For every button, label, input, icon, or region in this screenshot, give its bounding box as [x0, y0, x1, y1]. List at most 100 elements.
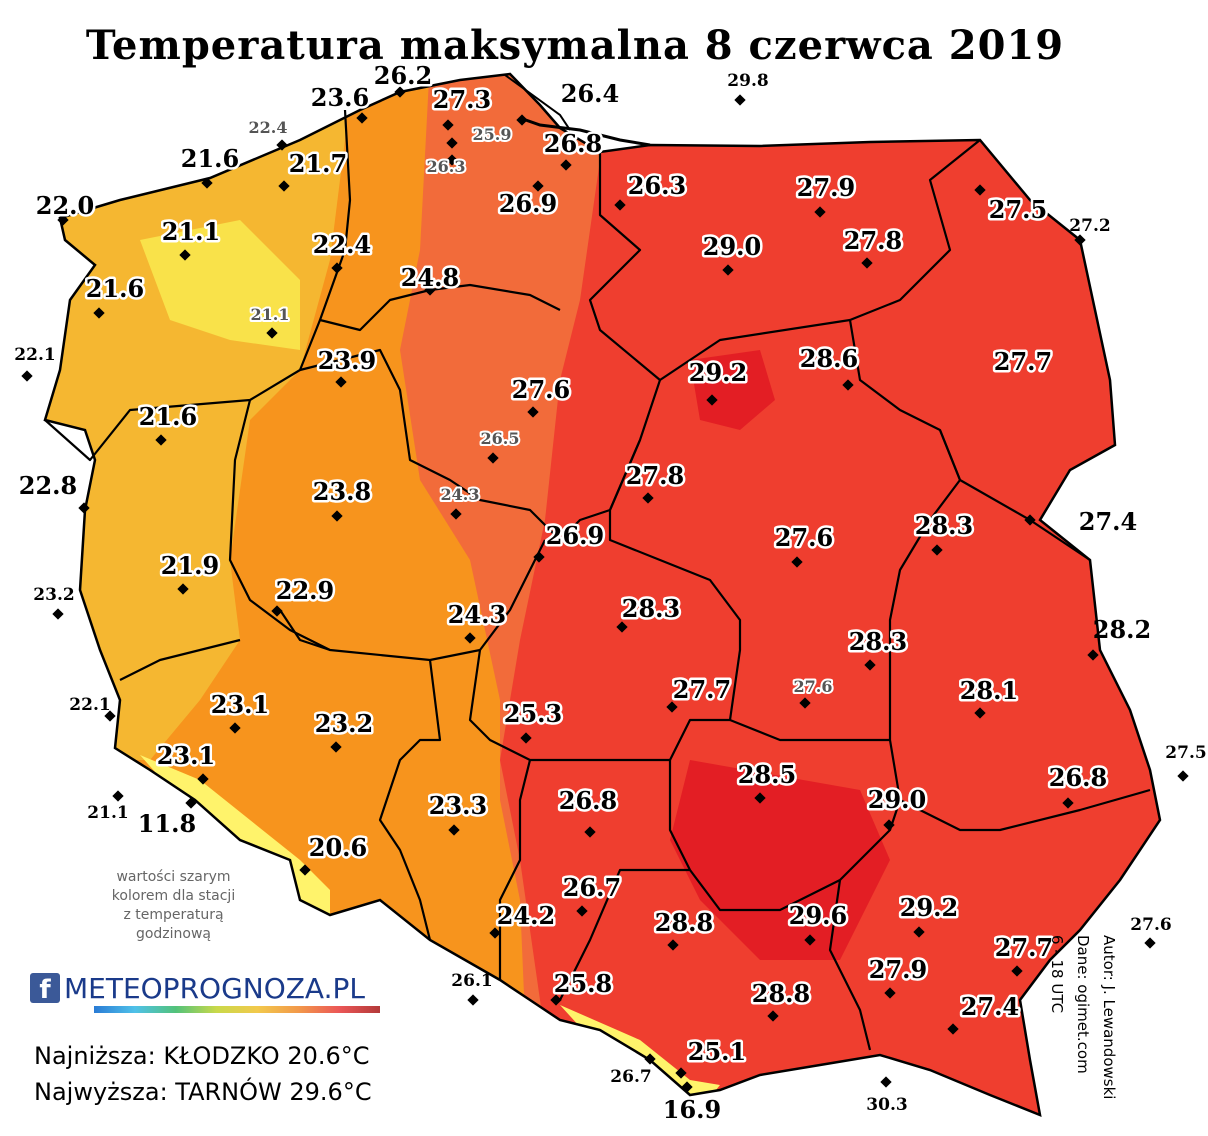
- station-temperature-label: 11.8: [138, 809, 196, 838]
- station-marker: [1062, 797, 1074, 809]
- station-temperature-label: 28.8: [655, 908, 713, 937]
- station-marker: [1024, 514, 1036, 526]
- station-marker: [614, 199, 626, 211]
- credit-time-range: 6 - 18 UTC: [1048, 935, 1066, 1014]
- station-temperature-label: 27.7: [673, 675, 731, 704]
- station-marker: [616, 621, 628, 633]
- station-marker: [667, 939, 679, 951]
- station-temperature-label: 30.3: [866, 1095, 907, 1115]
- station-marker: [864, 659, 876, 671]
- station-marker: [532, 180, 544, 192]
- station-marker: [271, 605, 283, 617]
- station-temperature-label: 26.8: [559, 786, 617, 815]
- station-marker: [1087, 649, 1099, 661]
- station-marker: [913, 926, 925, 938]
- credits: Autor: J. Lewandowski Dane: ogimet.com 6…: [1022, 935, 1142, 1135]
- station-temperature-label: 24.3: [441, 485, 480, 504]
- station-temperature-label: 27.3: [433, 85, 491, 114]
- note-line: wartości szarym: [116, 869, 231, 885]
- station-temperature-label: 26.5: [481, 429, 520, 448]
- station-marker: [754, 792, 766, 804]
- station-marker: [299, 864, 311, 876]
- station-marker: [584, 826, 596, 838]
- station-temperature-label: 23.6: [311, 83, 369, 112]
- station-marker: [52, 608, 64, 620]
- station-temperature-label: 23.2: [315, 709, 373, 738]
- station-marker: [446, 154, 458, 166]
- station-temperature-label: 22.1: [69, 695, 110, 715]
- credit-author: Autor: J. Lewandowski: [1100, 935, 1118, 1100]
- station-temperature-label: 16.9: [663, 1095, 721, 1124]
- station-marker: [450, 508, 462, 520]
- station-marker: [947, 1023, 959, 1035]
- logo-text: METEOPROGNOZA.PL: [64, 971, 365, 1005]
- station-temperature-label: 26.3: [427, 157, 466, 176]
- station-temperature-label: 26.7: [563, 873, 621, 902]
- station-temperature-label: 27.2: [1069, 216, 1110, 236]
- station-temperature-label: 29.0: [703, 232, 761, 261]
- station-temperature-label: 21.6: [139, 402, 197, 431]
- station-marker: [489, 927, 501, 939]
- station-temperature-label: 27.9: [797, 173, 855, 202]
- station-temperature-label: 22.4: [249, 118, 288, 137]
- station-marker: [767, 1010, 779, 1022]
- station-temperature-label: 23.3: [429, 791, 487, 820]
- station-marker: [266, 327, 278, 339]
- logo[interactable]: f METEOPROGNOZA.PL: [30, 968, 365, 1008]
- station-marker: [331, 510, 343, 522]
- station-marker: [330, 741, 342, 753]
- station-marker: [179, 249, 191, 261]
- station-marker: [331, 262, 343, 274]
- station-temperature-label: 21.1: [162, 217, 220, 246]
- station-marker: [177, 583, 189, 595]
- station-marker: [1144, 937, 1156, 949]
- station-temperature-label: 22.9: [276, 576, 334, 605]
- station-marker: [642, 492, 654, 504]
- station-temperature-label: 27.4: [1079, 507, 1137, 536]
- note-line: godzinową: [135, 926, 212, 942]
- station-temperature-label: 27.7: [994, 347, 1052, 376]
- station-marker: [448, 824, 460, 836]
- station-marker: [112, 790, 124, 802]
- facebook-icon: f: [30, 973, 60, 1003]
- station-temperature-label: 21.9: [161, 551, 219, 580]
- zone-deep-red-center: [690, 350, 775, 430]
- station-marker: [229, 722, 241, 734]
- station-temperature-label: 27.8: [626, 461, 684, 490]
- station-temperature-label: 28.3: [622, 594, 680, 623]
- station-temperature-label: 22.4: [313, 230, 371, 259]
- station-marker: [278, 180, 290, 192]
- station-temperature-label: 21.1: [251, 305, 290, 324]
- station-temperature-label: 25.8: [554, 969, 612, 998]
- station-marker: [446, 137, 458, 149]
- station-temperature-label: 21.6: [181, 144, 239, 173]
- station-marker: [1177, 770, 1189, 782]
- coast-line: [504, 74, 571, 131]
- station-marker: [487, 452, 499, 464]
- station-marker: [931, 544, 943, 556]
- zone-light-yellow: [140, 220, 300, 350]
- station-marker: [804, 934, 816, 946]
- station-marker: [424, 284, 436, 296]
- station-marker: [666, 701, 678, 713]
- station-temperature-label: 28.6: [800, 344, 858, 373]
- gray-values-note: wartości szarym kolorem dla stacji z tem…: [86, 868, 261, 944]
- station-temperature-label: 23.9: [318, 346, 376, 375]
- voivodeship-borders: [44, 109, 1151, 1051]
- station-temperature-label: 28.3: [915, 511, 973, 540]
- note-line: z temperaturą: [123, 907, 224, 923]
- station-marker: [185, 797, 197, 809]
- station-temperature-label: 29.6: [789, 901, 847, 930]
- station-temperature-label: 27.5: [989, 195, 1047, 224]
- station-temperature-label: 28.1: [960, 676, 1018, 705]
- station-marker: [464, 632, 476, 644]
- station-temperature-label: 23.1: [211, 690, 269, 719]
- station-marker: [527, 406, 539, 418]
- station-temperature-label: 21.7: [289, 149, 347, 178]
- station-temperature-label: 26.8: [544, 129, 602, 158]
- map-title: Temperatura maksymalna 8 czerwca 2019: [85, 22, 1065, 69]
- highest-temperature: Najwyższa: TARNÓW 29.6°C: [34, 1078, 372, 1106]
- station-marker: [880, 1076, 892, 1088]
